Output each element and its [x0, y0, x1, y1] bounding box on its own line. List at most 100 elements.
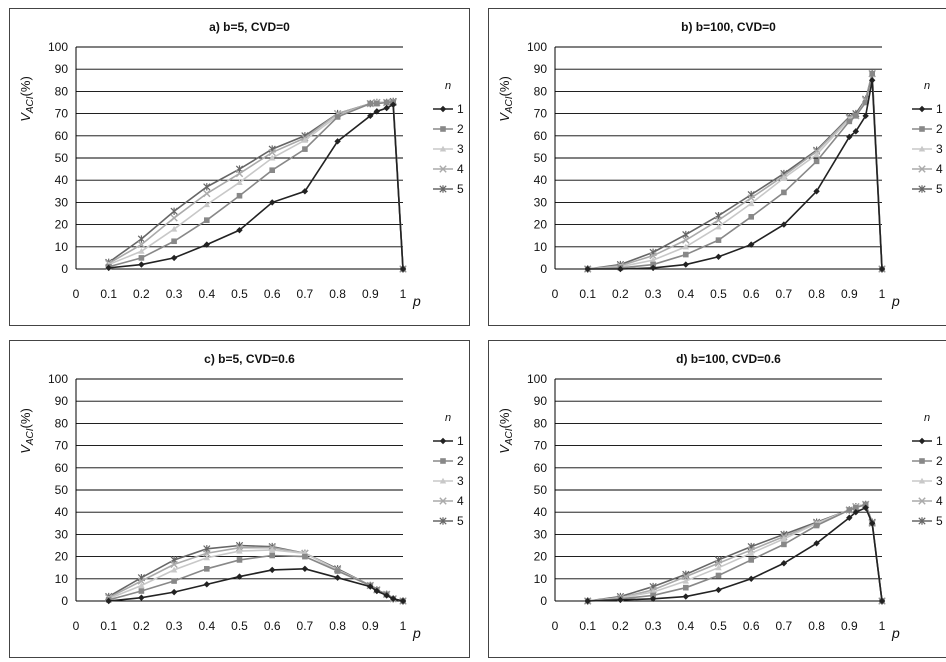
data-point — [138, 255, 145, 261]
series-line — [108, 554, 404, 602]
legend-label: 4 — [936, 162, 943, 176]
data-point — [203, 554, 210, 561]
x-tick-label: 0.4 — [198, 619, 215, 633]
y-tick-label: 30 — [534, 195, 548, 209]
y-tick-label: 70 — [55, 107, 69, 121]
y-tick-label: 50 — [55, 483, 69, 497]
data-point — [862, 99, 869, 106]
data-point — [682, 577, 689, 584]
series-line — [108, 101, 404, 270]
legend-label: 4 — [936, 494, 943, 508]
data-point — [869, 70, 875, 77]
data-point — [170, 560, 178, 569]
y-axis-label: VACI(%) — [497, 76, 515, 122]
legend-marker — [918, 497, 926, 505]
legend-label: 4 — [457, 162, 464, 176]
series-3 — [105, 99, 407, 272]
legend-marker — [439, 145, 447, 152]
y-tick-label: 90 — [534, 394, 548, 408]
series-5 — [584, 69, 886, 273]
legend-item-5: 5 — [433, 182, 464, 196]
data-point — [203, 241, 210, 248]
legend-title: n — [924, 80, 930, 92]
y-tick-label: 0 — [540, 262, 547, 276]
data-point — [170, 214, 178, 222]
data-point — [236, 179, 243, 185]
legend-marker — [440, 126, 446, 132]
data-point — [748, 214, 754, 220]
data-point — [204, 217, 210, 223]
legend-marker — [918, 477, 926, 484]
series-line — [587, 73, 883, 270]
legend-title: n — [445, 412, 451, 424]
data-point — [334, 138, 341, 145]
data-point — [236, 547, 243, 554]
legend-item-2: 2 — [912, 454, 943, 468]
y-axis-label: VACI(%) — [497, 408, 515, 454]
legend-label: 4 — [457, 494, 464, 508]
legend-item-4: 4 — [433, 162, 464, 176]
y-tick-label: 40 — [55, 505, 69, 519]
x-tick-label: 0.4 — [677, 287, 694, 301]
x-tick-label: 0.7 — [776, 287, 793, 301]
data-point — [584, 597, 591, 605]
y-tick-label: 80 — [55, 416, 69, 430]
series-4 — [584, 69, 886, 273]
legend-title: n — [924, 412, 930, 424]
legend-item-4: 4 — [433, 494, 464, 508]
legend-marker — [440, 458, 446, 464]
y-tick-label: 40 — [534, 173, 548, 187]
x-tick-label: 0.9 — [362, 287, 379, 301]
data-point — [780, 221, 788, 228]
data-point — [715, 253, 722, 260]
legend-item-2: 2 — [912, 122, 943, 136]
y-tick-label: 100 — [48, 40, 68, 54]
data-point — [367, 112, 374, 120]
legend-marker — [919, 458, 925, 464]
data-point — [389, 101, 397, 108]
x-tick-label: 0 — [73, 287, 80, 301]
data-point — [748, 557, 754, 563]
chart-panel-d: d) b=100, CVD=0.6 0 10 20 30 40 50 60 70 80 90 100 0… — [488, 340, 946, 658]
data-point — [862, 504, 869, 511]
data-point — [846, 514, 853, 521]
series-1 — [105, 101, 407, 273]
y-tick-label: 80 — [55, 84, 69, 98]
data-point — [374, 100, 380, 107]
legend-item-3: 3 — [912, 142, 943, 156]
legend-label: 2 — [457, 122, 464, 136]
y-tick-label: 20 — [534, 218, 548, 232]
legend-item-2: 2 — [433, 454, 464, 468]
x-tick-label: 0.1 — [579, 619, 596, 633]
legend-label: 3 — [936, 474, 943, 488]
data-point — [236, 557, 243, 563]
legend-item-3: 3 — [433, 474, 464, 488]
legend-item-5: 5 — [433, 514, 464, 528]
data-point — [813, 188, 820, 195]
legend-label: 5 — [457, 514, 464, 528]
x-tick-label: 0.7 — [297, 619, 314, 633]
y-tick-label: 40 — [534, 505, 548, 519]
y-tick-label: 80 — [534, 416, 548, 430]
chart-svg-b: b) b=100, CVD=0 0 10 20 30 40 50 60 70 80 90 100 0 0.… — [497, 20, 943, 309]
chart-title: a) b=5, CVD=0 — [209, 20, 290, 34]
data-point — [367, 100, 374, 107]
series-1 — [584, 504, 886, 605]
data-point — [747, 194, 755, 202]
legend-label: 1 — [457, 102, 464, 116]
x-tick-label: 0.4 — [677, 619, 694, 633]
legend-marker — [439, 437, 447, 445]
data-point — [853, 113, 859, 119]
legend-marker — [918, 165, 926, 173]
legend-label: 5 — [457, 182, 464, 196]
x-tick-label: 0 — [552, 619, 559, 633]
data-point — [715, 564, 722, 571]
data-point — [649, 251, 657, 260]
series-2 — [105, 99, 406, 272]
series-3 — [105, 546, 407, 604]
data-point — [878, 597, 886, 605]
y-tick-label: 100 — [527, 40, 547, 54]
data-point — [748, 550, 755, 556]
data-point — [748, 200, 755, 207]
data-point — [878, 265, 886, 273]
